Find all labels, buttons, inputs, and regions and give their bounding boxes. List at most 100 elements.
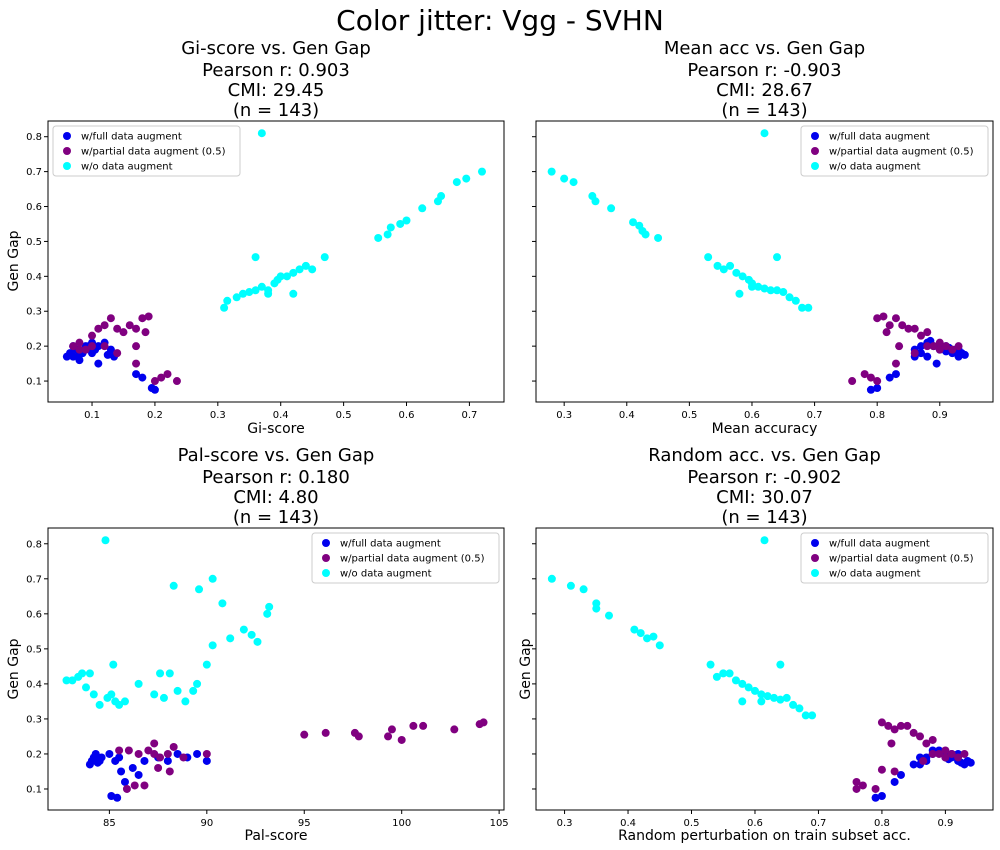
data-point — [903, 721, 912, 730]
data-point — [873, 384, 882, 393]
data-point — [909, 728, 918, 737]
data-point — [384, 732, 393, 741]
y-tick-label: 0.5 — [26, 644, 42, 655]
data-point — [923, 342, 932, 351]
data-point — [898, 321, 907, 330]
subplot-title-line: (n = 143) — [721, 100, 807, 121]
data-point — [477, 167, 486, 176]
data-point — [643, 634, 652, 643]
data-point — [301, 261, 310, 270]
legend-label: w/o data augment — [829, 162, 921, 173]
data-point — [569, 178, 578, 187]
data-point — [257, 129, 266, 138]
data-point — [763, 692, 772, 701]
legend-label: w/partial data augment (0.5) — [340, 554, 485, 565]
x-tick-label: 0.3 — [210, 410, 226, 421]
x-tick-label: 0.6 — [744, 410, 760, 421]
x-tick-label: 90 — [200, 818, 213, 829]
data-point — [396, 219, 405, 228]
data-point — [251, 286, 260, 295]
data-point — [760, 284, 769, 293]
y-axis-label: Gen Gap — [518, 638, 534, 699]
data-point — [848, 377, 857, 386]
data-point — [776, 695, 785, 704]
data-point — [386, 223, 395, 232]
data-point — [387, 725, 396, 734]
data-point — [78, 669, 87, 678]
data-point — [630, 625, 639, 634]
data-point — [232, 293, 241, 302]
subplot-title-line: Mean acc vs. Gen Gap — [664, 38, 865, 59]
legend-label: w/partial data augment (0.5) — [829, 147, 974, 158]
x-tick-label: 0.4 — [620, 818, 636, 829]
data-point — [895, 342, 904, 351]
data-point — [105, 749, 114, 758]
subplot-title-line: CMI: 29.45 — [228, 80, 325, 101]
data-point — [712, 672, 721, 681]
y-tick-label: 0.4 — [26, 272, 42, 283]
x-axis-label: Mean accuracy — [712, 421, 818, 437]
data-point — [636, 629, 645, 638]
data-point — [879, 312, 888, 321]
data-point — [757, 697, 766, 706]
data-point — [782, 693, 791, 702]
legend-label: w/full data augment — [81, 132, 182, 143]
data-point — [202, 660, 211, 669]
data-point — [860, 370, 869, 379]
x-tick-label: 0.6 — [399, 410, 415, 421]
data-point — [218, 599, 227, 608]
data-point — [871, 784, 880, 793]
data-point — [320, 253, 329, 262]
y-tick-label: 0.7 — [26, 167, 42, 178]
data-point — [890, 777, 899, 786]
data-point — [156, 753, 165, 762]
data-point — [928, 749, 937, 758]
y-tick-label: 0.2 — [26, 342, 42, 353]
axes-frame — [47, 527, 505, 811]
legend-marker — [322, 569, 330, 577]
data-point — [69, 342, 78, 351]
data-point — [75, 356, 84, 365]
data-point — [289, 268, 298, 277]
data-point — [882, 328, 891, 337]
data-point — [239, 625, 248, 634]
y-tick-label: 0.1 — [26, 377, 42, 388]
data-point — [150, 377, 159, 386]
data-point — [308, 265, 317, 274]
data-point — [910, 324, 919, 333]
y-tick-label: 0.7 — [26, 574, 42, 585]
data-point — [75, 345, 84, 354]
data-point — [402, 216, 411, 225]
subplot-title-line: Pearson r: 0.180 — [202, 467, 350, 488]
data-point — [119, 328, 128, 337]
data-point — [604, 611, 613, 620]
data-point — [283, 272, 292, 281]
data-point — [247, 630, 256, 639]
data-point — [779, 288, 788, 297]
series-3 — [547, 536, 817, 720]
data-point — [591, 197, 600, 206]
subplot-title-line: (n = 143) — [233, 507, 319, 528]
x-tick-label: 95 — [298, 818, 311, 829]
data-point — [917, 331, 926, 340]
data-point — [295, 265, 304, 274]
data-point — [547, 167, 556, 176]
data-point — [150, 749, 159, 758]
data-point — [169, 581, 178, 590]
data-point — [789, 700, 798, 709]
data-point — [128, 763, 137, 772]
x-tick-label: 0.2 — [147, 410, 163, 421]
data-point — [150, 690, 159, 699]
x-tick-label: 85 — [103, 818, 116, 829]
subplot-title-line: Pearson r: 0.903 — [202, 60, 350, 81]
data-point — [113, 324, 122, 333]
figure-title: Color jitter: Vgg - SVHN — [336, 4, 664, 37]
data-point — [928, 735, 937, 744]
y-tick-label: 0.3 — [26, 714, 42, 725]
legend-marker — [322, 554, 330, 562]
series-3 — [220, 129, 486, 312]
data-point — [95, 700, 104, 709]
data-point — [858, 781, 867, 790]
x-tick-label: 0.4 — [273, 410, 289, 421]
